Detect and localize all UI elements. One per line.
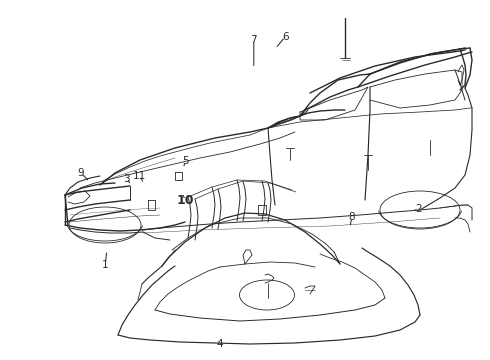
Text: 8: 8 — [348, 212, 355, 222]
Text: 9: 9 — [77, 168, 84, 178]
Text: 5: 5 — [182, 156, 189, 166]
Text: 6: 6 — [282, 32, 289, 42]
Text: 2: 2 — [416, 204, 422, 214]
Text: 11: 11 — [133, 171, 147, 181]
Text: 4: 4 — [216, 339, 223, 349]
Text: 3: 3 — [123, 174, 130, 184]
Text: 1: 1 — [102, 260, 109, 270]
Text: 7: 7 — [250, 35, 257, 45]
Text: 10: 10 — [176, 194, 194, 207]
